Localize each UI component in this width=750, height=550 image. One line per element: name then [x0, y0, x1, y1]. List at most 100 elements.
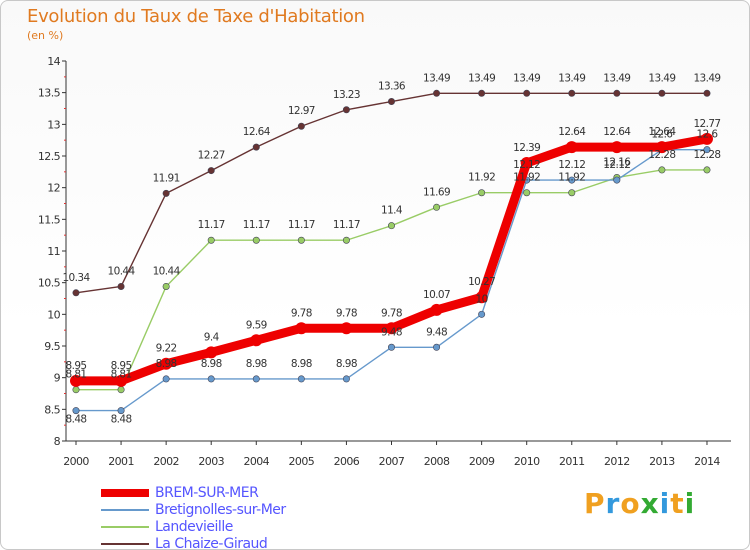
data-label: 12.64: [603, 126, 631, 138]
data-point: [117, 282, 125, 290]
data-label: 11.92: [468, 172, 495, 184]
data-label: 11.69: [423, 186, 450, 198]
data-label: 13.36: [378, 81, 406, 93]
data-label: 10: [476, 293, 488, 305]
data-label: 8.98: [201, 358, 222, 370]
x-tick-label: 2007: [379, 455, 405, 468]
data-point: [385, 322, 398, 335]
data-label: 10.44: [108, 265, 136, 277]
data-point: [613, 176, 621, 184]
x-tick-label: 2012: [604, 455, 630, 468]
data-point: [523, 189, 531, 197]
data-label: 13.49: [603, 72, 630, 84]
data-point: [475, 291, 488, 304]
data-label: 13.49: [648, 72, 675, 84]
data-point: [207, 375, 215, 383]
data-label: 13.23: [333, 89, 360, 101]
data-label: 13.49: [558, 72, 585, 84]
data-label: 11.92: [513, 172, 540, 184]
legend-swatch: [101, 543, 149, 545]
data-label: 12.12: [513, 159, 540, 171]
data-point: [162, 189, 170, 197]
data-label: 11.17: [198, 219, 225, 231]
data-point: [72, 386, 80, 394]
y-tick-label: 8.5: [44, 403, 60, 416]
data-point: [205, 346, 218, 359]
data-label: 12.28: [693, 149, 720, 161]
data-point: [387, 98, 395, 106]
data-point: [117, 407, 125, 415]
data-point: [703, 146, 711, 154]
data-label: 12.16: [603, 157, 631, 169]
data-point: [658, 166, 666, 174]
data-label: 13.49: [513, 72, 540, 84]
data-label: 11.17: [333, 219, 360, 231]
x-tick-label: 2006: [334, 455, 360, 468]
data-point: [520, 156, 533, 169]
data-point: [342, 236, 350, 244]
data-label: 11.92: [558, 172, 585, 184]
data-point: [523, 89, 531, 97]
x-tick-label: 2011: [559, 455, 585, 468]
x-tick-label: 2010: [514, 455, 540, 468]
data-label: 8.95: [111, 360, 132, 372]
x-tick-label: 2000: [63, 455, 89, 468]
legend-swatch: [101, 509, 149, 511]
data-label: 11.17: [288, 219, 315, 231]
data-label: 12.64: [243, 126, 271, 138]
series-line-2: [76, 169, 707, 391]
data-label: 8.95: [66, 360, 87, 372]
logo-letter: r: [605, 487, 621, 520]
data-point: [568, 89, 576, 97]
logo-letter: i: [684, 487, 696, 520]
data-point: [70, 374, 82, 387]
series-line-1: [76, 148, 707, 412]
data-point: [613, 89, 621, 97]
chart-title: Evolution du Taux de Taxe d'Habitation: [27, 6, 365, 27]
data-point: [568, 189, 576, 197]
legend-swatch: [101, 526, 149, 528]
data-point: [117, 386, 125, 394]
data-point: [297, 236, 305, 244]
y-tick-label: 13: [47, 118, 60, 131]
data-point: [565, 141, 578, 154]
data-label: 13.49: [693, 72, 720, 84]
y-tick-label: 11: [47, 245, 60, 258]
data-label: 8.48: [66, 414, 87, 426]
y-tick-label: 9.5: [44, 340, 60, 353]
y-tick-label: 13.5: [38, 87, 61, 100]
series-line-3: [75, 92, 707, 294]
y-tick-label: 14: [47, 55, 60, 68]
data-label: 12.6: [651, 129, 673, 141]
data-label: 12.97: [288, 105, 315, 117]
data-point: [72, 407, 80, 415]
y-tick-label: 11.5: [38, 213, 61, 226]
x-tick-label: 2004: [243, 455, 269, 468]
data-point: [568, 176, 576, 184]
data-point: [250, 334, 263, 347]
logo-letter: i: [659, 487, 671, 520]
data-label: 10.07: [423, 289, 450, 301]
data-point: [207, 167, 215, 175]
data-label: 10.34: [62, 272, 90, 284]
y-tick-label: 12: [47, 182, 60, 195]
data-point: [387, 343, 395, 351]
data-label: 8.48: [111, 414, 132, 426]
data-label: 8.98: [246, 358, 267, 370]
logo-letter: o: [620, 487, 641, 520]
logo-letter: t: [670, 487, 685, 520]
data-label: 8.98: [291, 358, 312, 370]
data-point: [295, 322, 308, 335]
data-label: 9.78: [336, 307, 357, 319]
data-point: [297, 122, 305, 130]
data-label: 9.78: [291, 307, 312, 319]
x-tick-label: 2014: [694, 455, 720, 468]
x-tick-label: 2002: [153, 455, 179, 468]
data-point: [160, 357, 173, 370]
data-label: 12.6: [696, 129, 718, 141]
logo-letter: x: [640, 487, 660, 520]
data-point: [162, 282, 170, 290]
data-point: [387, 222, 395, 230]
